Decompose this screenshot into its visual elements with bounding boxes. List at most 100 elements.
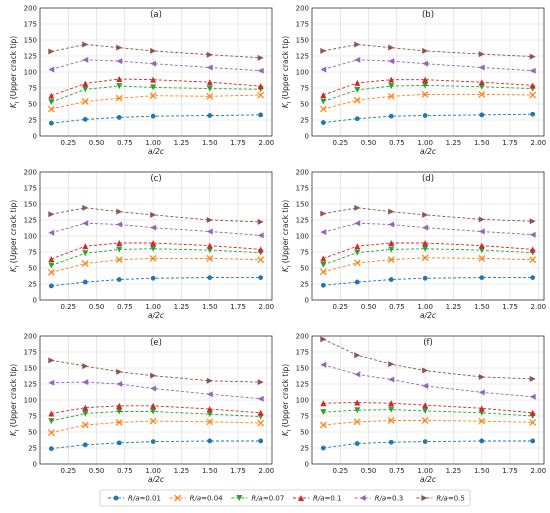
- panel-c-data-point: [48, 262, 55, 269]
- panel-a-data-point: [206, 64, 213, 71]
- legend-label: R/a=0.3: [375, 495, 404, 503]
- panel-f-ytick-label: 125: [296, 380, 309, 388]
- panel-b-series-line: [323, 84, 533, 102]
- panel-b-title: (b): [422, 10, 434, 20]
- panel-c-series: [48, 240, 264, 263]
- panel-e-series: [47, 417, 265, 437]
- panel-b-data-point-stroke-b: [421, 90, 429, 98]
- panel-b-data-point: [353, 96, 361, 104]
- panel-b-data-point: [388, 113, 394, 119]
- panel-f-xtick-label: 0.50: [361, 467, 377, 475]
- panel-c-data-point: [150, 240, 157, 247]
- panel-f-ytick-label: 100: [296, 396, 309, 404]
- panel-c-data-point: [48, 211, 55, 218]
- panel-c-xtick-label: 2.00: [259, 303, 275, 311]
- panel-f-data-point: [478, 405, 485, 412]
- panel-d-data-point: [422, 211, 429, 218]
- panel-a-ytick-label: 0: [33, 132, 37, 140]
- panel-d-data-point: [354, 249, 361, 256]
- panel-f-data-point: [320, 361, 327, 368]
- panel-d-data-point: [388, 208, 395, 215]
- panel-a-data-point: [206, 85, 213, 92]
- panel-b-data-point: [478, 51, 485, 58]
- panel-b-data-point: [320, 120, 326, 125]
- panel-c-data-point: [206, 217, 213, 223]
- panel-b-data-point: [388, 58, 395, 65]
- panel-f-data-point: [478, 417, 486, 425]
- panel-e-ytick-label: 50: [28, 428, 37, 436]
- panel-a-data-point: [258, 112, 264, 118]
- panel-f-ytick-label: 0: [305, 460, 309, 468]
- panel-a-data-point: [48, 66, 55, 73]
- panel-b-data-point: [479, 112, 485, 118]
- panel-b-series: [320, 41, 536, 60]
- panel-d-data-point-stroke-b: [353, 259, 361, 267]
- panel-c-data-point: [207, 275, 213, 280]
- panel-a-data-point: [48, 120, 54, 126]
- panel-a-data-point: [48, 99, 55, 106]
- panel-a-series-line: [51, 78, 261, 97]
- panel-e-data-point: [150, 402, 157, 409]
- panel-f-data-point: [387, 417, 395, 424]
- panel-b-xlabel: a/2c: [420, 147, 437, 156]
- panel-a-ytick-label: 50: [28, 100, 37, 108]
- panel-b-series: [320, 56, 536, 74]
- panel-d-data-point: [478, 216, 485, 223]
- panel-c-ytick-label: 200: [24, 168, 37, 176]
- panel-b-series-line: [323, 79, 533, 96]
- panel-f-data-point: [388, 376, 395, 383]
- panel-d-series-line: [323, 242, 533, 259]
- panel-e-xtick-label: 0.25: [60, 467, 76, 475]
- panel-a-data-point-stroke-b: [206, 92, 214, 100]
- panel-e-data-point: [206, 405, 213, 412]
- panel-c-xlabel: a/2c: [148, 311, 165, 320]
- panel-f-data-point-stroke-b: [421, 417, 429, 424]
- panel-f-xtick-label: 1.75: [502, 467, 518, 475]
- panel-e-data-point: [82, 442, 88, 448]
- panel-b-data-point: [478, 90, 486, 98]
- panel-c-data-point: [149, 254, 157, 262]
- panel-c-data-point: [48, 256, 55, 263]
- panel-c-data-point: [116, 246, 123, 253]
- panel-b-data-point: [529, 91, 537, 99]
- panel-b-ytick-label: 125: [296, 52, 309, 60]
- panel-d-ytick-label: 200: [296, 168, 309, 176]
- panel-a-xtick-label: 0.25: [60, 139, 76, 147]
- panel-e-data-point-stroke-b: [206, 418, 214, 426]
- panel-f-data-point: [479, 438, 485, 444]
- panel-a-xtick-label: 2.00: [259, 139, 275, 147]
- panel-e-data-point: [257, 395, 264, 402]
- panel-e-data-point: [150, 439, 156, 444]
- panel-c-series: [48, 220, 264, 239]
- panel-e-data-point: [257, 409, 264, 416]
- panel-b-ytick-label: 150: [296, 36, 309, 44]
- panel-b-data-point: [388, 76, 395, 83]
- panel-a-data-point: [257, 91, 265, 99]
- panel-e-data-point: [81, 421, 89, 429]
- panel-d-ytick-label: 150: [296, 200, 309, 208]
- panel-e-ylabel: KI (Upper crack tip): [9, 364, 21, 436]
- panel-b-data-point-stroke-b: [319, 105, 327, 113]
- panel-c-xtick-label: 0.75: [117, 303, 133, 311]
- panel-b-ytick-label: 175: [296, 20, 309, 28]
- panel-a-data-point: [257, 83, 264, 90]
- panel-c-data-point-stroke-b: [257, 256, 265, 264]
- panel-d-data-point: [388, 246, 395, 253]
- panel-c-data-point: [82, 204, 89, 211]
- panel-d-data-point-stroke-b: [421, 254, 429, 262]
- legend-marker: [421, 495, 428, 501]
- panel-b-data-point: [422, 113, 428, 118]
- panel-f-ytick-label: 175: [296, 348, 309, 356]
- panel-e-series-line: [51, 359, 261, 383]
- panel-a-ytick-label: 75: [28, 84, 37, 92]
- panel-b-xtick-label: 1.75: [502, 139, 518, 147]
- panel-b-xtick-label: 0.50: [361, 139, 377, 147]
- panel-a-data-point: [149, 92, 157, 100]
- panel-e-ytick-label: 200: [24, 332, 37, 340]
- panel-b-xtick-label: 2.00: [531, 139, 547, 147]
- panel-f-data-point: [354, 399, 361, 406]
- panel-b-data-point: [478, 79, 485, 86]
- panel-d-data-point: [354, 279, 360, 285]
- panel-f-data-point: [529, 375, 536, 382]
